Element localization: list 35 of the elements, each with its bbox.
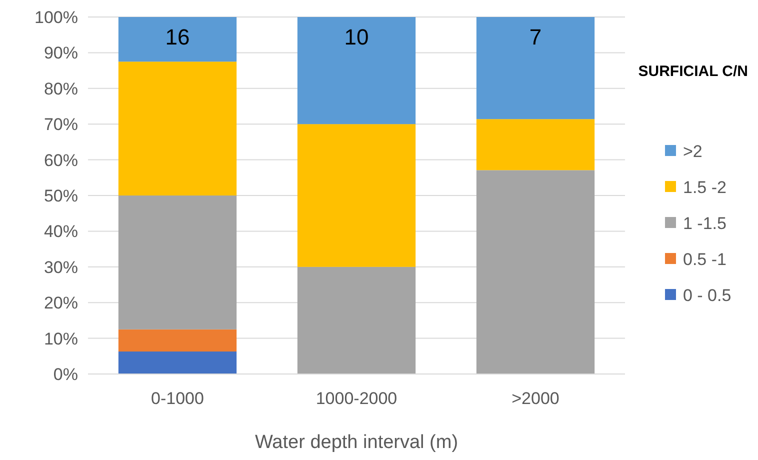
x-axis-title: Water depth interval (m) bbox=[254, 432, 458, 453]
bar bbox=[118, 62, 237, 196]
x-tick-label: 0-1000 bbox=[151, 389, 204, 408]
legend-label: 0 - 0.5 bbox=[683, 286, 732, 305]
y-tick-label: 80% bbox=[44, 79, 78, 98]
y-tick-label: 70% bbox=[44, 115, 78, 134]
legend-label: >2 bbox=[683, 142, 702, 161]
y-tick-label: 50% bbox=[44, 186, 78, 206]
bar bbox=[118, 329, 237, 352]
y-tick-label: 40% bbox=[44, 222, 78, 242]
y-tick-label: 0% bbox=[53, 364, 78, 384]
y-tick-label: 90% bbox=[44, 44, 78, 63]
bar bbox=[297, 124, 416, 267]
annotation: 7 bbox=[529, 24, 542, 50]
legend-label: 1.5 -2 bbox=[683, 178, 726, 197]
legend-label: 1 -1.5 bbox=[683, 214, 726, 233]
bar bbox=[476, 119, 595, 170]
annotation: 16 bbox=[165, 24, 190, 50]
bar bbox=[118, 352, 237, 374]
legend-title: SURFICIAL C/N bbox=[638, 63, 748, 80]
bar bbox=[297, 266, 416, 374]
annotation: 10 bbox=[344, 24, 369, 50]
bar bbox=[118, 17, 237, 62]
y-tick-label: 100% bbox=[34, 8, 78, 27]
x-tick-label: 1000-2000 bbox=[316, 389, 398, 408]
y-tick-label: 60% bbox=[44, 150, 78, 170]
bar bbox=[118, 196, 237, 330]
bar bbox=[476, 170, 595, 374]
y-tick-label: 10% bbox=[44, 329, 78, 348]
x-tick-label: >2000 bbox=[512, 389, 560, 408]
bar bbox=[297, 17, 416, 124]
bar bbox=[476, 17, 595, 120]
y-tick-label: 30% bbox=[44, 258, 78, 277]
y-tick-label: 20% bbox=[44, 294, 78, 313]
legend-label: 0.5 -1 bbox=[683, 250, 726, 269]
